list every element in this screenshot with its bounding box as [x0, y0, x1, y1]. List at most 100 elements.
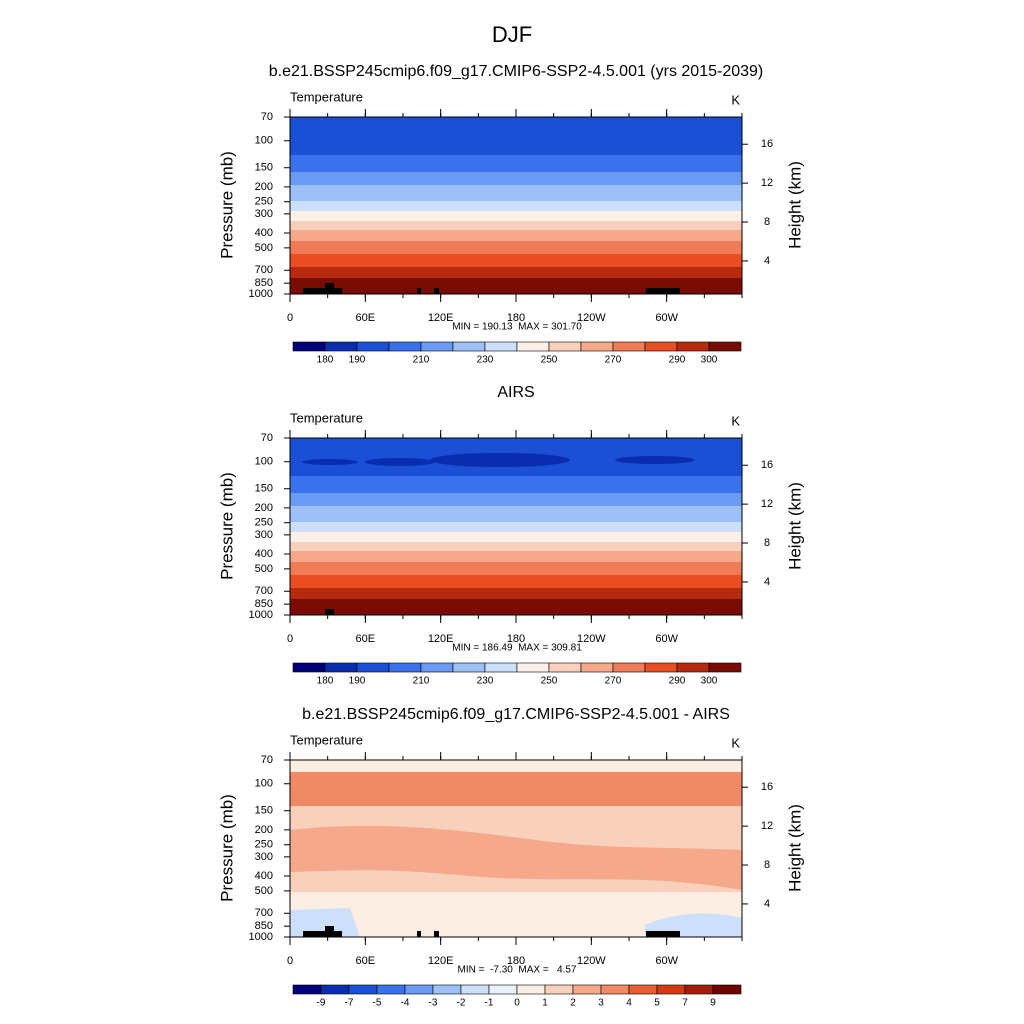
y-tick-label: 850	[255, 920, 273, 932]
x-tick-label: 60E	[356, 312, 376, 324]
colorbar-box	[292, 984, 322, 995]
min-max-stats: MIN = -7.30 MAX = 4.57	[458, 965, 577, 976]
colorbar-box	[388, 341, 422, 352]
x-tick-label: 0	[287, 312, 293, 324]
colorbar-box	[452, 662, 486, 673]
contour-band	[290, 608, 742, 615]
x-tick-label: 180	[507, 955, 525, 967]
x-tick-label: 120W	[577, 955, 606, 967]
y2-axis-label: Height (km)	[785, 804, 804, 892]
x-tick-label: 0	[287, 955, 293, 967]
contour-band	[290, 201, 742, 212]
y-tick-label: 150	[255, 805, 273, 817]
y2-tick-label: 12	[761, 820, 773, 832]
contour-band	[290, 185, 742, 202]
colorbar-box	[656, 984, 686, 995]
x-tick-label: 120E	[428, 312, 454, 324]
y-tick-label: 200	[255, 502, 273, 514]
topography	[325, 926, 334, 937]
colorbar-label: 230	[477, 355, 494, 366]
x-tick-label: 60E	[356, 633, 376, 645]
y-tick-label: 700	[255, 585, 273, 597]
min-max-stats: MIN = 186.49 MAX = 309.81	[452, 643, 582, 654]
colorbar-label: 250	[541, 676, 558, 687]
colorbar-box	[356, 341, 390, 352]
y-axis-label: Pressure (mb)	[217, 151, 236, 259]
colorbar-box	[420, 662, 454, 673]
y-tick-label: 100	[255, 456, 273, 468]
colorbar-box	[516, 662, 550, 673]
topography	[646, 288, 680, 294]
topography	[646, 931, 680, 937]
y2-tick-label: 4	[764, 255, 770, 267]
colorbar-box	[628, 984, 658, 995]
colorbar-label: -1	[485, 998, 494, 1009]
contour-band	[290, 532, 742, 543]
colorbar-box	[712, 984, 742, 995]
colorbar-box	[488, 984, 518, 995]
y-tick-label: 850	[255, 277, 273, 289]
y-tick-label: 500	[255, 885, 273, 897]
colorbar-label: 190	[349, 355, 366, 366]
contour-band	[290, 542, 742, 552]
y-tick-label: 150	[255, 162, 273, 174]
contour-field	[290, 117, 742, 294]
contour-band	[290, 241, 742, 255]
colorbar-box	[292, 662, 326, 673]
y-tick-label: 1000	[249, 609, 273, 621]
y-tick-label: 700	[255, 907, 273, 919]
y2-tick-label: 8	[764, 537, 770, 549]
y-tick-label: 100	[255, 778, 273, 790]
colorbar-label: -7	[345, 998, 354, 1009]
colorbar-label: 0	[514, 998, 520, 1009]
colorbar-box	[544, 984, 574, 995]
colorbar-box	[684, 984, 714, 995]
field-label: Temperature	[290, 732, 363, 747]
colorbar-box	[376, 984, 406, 995]
y-tick-label: 1000	[249, 288, 273, 300]
colorbar-box	[548, 341, 582, 352]
colorbar-label: 5	[654, 998, 660, 1009]
contour-band	[290, 267, 742, 279]
colorbar-box	[324, 341, 358, 352]
contour-band	[290, 908, 360, 937]
colorbar-box	[580, 662, 614, 673]
y2-tick-label: 8	[764, 859, 770, 871]
contour-band	[290, 599, 742, 609]
colorbar-label: 290	[669, 355, 686, 366]
colorbar-label: 4	[626, 998, 632, 1009]
y-tick-label: 700	[255, 264, 273, 276]
y-tick-label: 70	[261, 432, 273, 444]
contour-blob	[365, 458, 435, 466]
y2-tick-label: 4	[764, 576, 770, 588]
y2-axis-label: Height (km)	[785, 482, 804, 570]
y-tick-label: 850	[255, 598, 273, 610]
y-tick-label: 70	[261, 111, 273, 123]
colorbar-box	[484, 662, 518, 673]
colorbar-label: 270	[605, 355, 622, 366]
colorbar-box	[708, 662, 742, 673]
colorbar-box	[292, 341, 326, 352]
colorbar-label: -9	[317, 998, 326, 1009]
figure-title: DJF	[492, 22, 532, 47]
contour-band	[290, 562, 742, 576]
y-axis-label: Pressure (mb)	[217, 472, 236, 580]
y-tick-label: 1000	[249, 931, 273, 943]
colorbar-box	[600, 984, 630, 995]
y-tick-label: 500	[255, 242, 273, 254]
panel-title: AIRS	[497, 384, 534, 401]
y-tick-label: 300	[255, 208, 273, 220]
contour-band	[290, 254, 742, 268]
colorbar-box	[548, 662, 582, 673]
y-tick-label: 400	[255, 548, 273, 560]
y2-tick-label: 16	[761, 138, 773, 150]
colorbar-box	[676, 662, 710, 673]
colorbar-box	[460, 984, 490, 995]
y-tick-label: 100	[255, 135, 273, 147]
contour-blob	[615, 456, 695, 464]
x-tick-label: 180	[507, 312, 525, 324]
topography	[417, 931, 421, 937]
field-label: Temperature	[290, 89, 363, 104]
x-tick-label: 60W	[655, 955, 678, 967]
